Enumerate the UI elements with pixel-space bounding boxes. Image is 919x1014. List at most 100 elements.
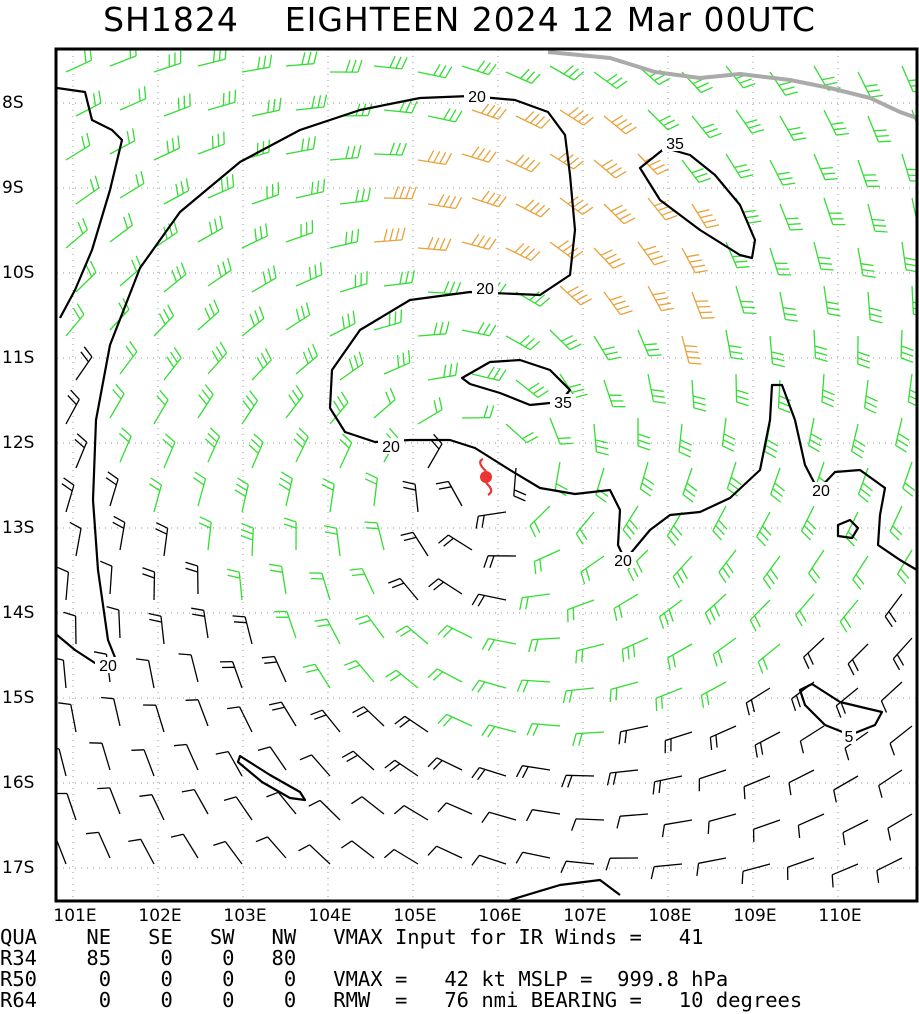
wind-barb — [593, 335, 622, 361]
wind-barb — [844, 731, 869, 761]
wind-barb — [163, 178, 190, 205]
wind-barb — [801, 505, 817, 541]
wind-barb — [251, 97, 282, 117]
wind-barb — [395, 625, 429, 645]
wind-barb — [561, 774, 595, 788]
wind-barb — [197, 215, 224, 243]
wind-barb — [515, 851, 551, 864]
wind-barb — [752, 819, 781, 842]
wind-barb — [647, 373, 667, 404]
wind-barb — [135, 658, 155, 689]
wind-barb — [900, 329, 914, 364]
lon-label: 108E — [648, 906, 692, 926]
lat-label: 15S — [2, 688, 35, 708]
wind-barb — [857, 335, 871, 369]
wind-barb — [339, 433, 353, 469]
wind-barb — [652, 775, 683, 795]
wind-barb — [471, 366, 507, 382]
contour-label: 20 — [812, 483, 830, 500]
wind-barb — [178, 653, 199, 683]
lon-label: 106E — [478, 906, 522, 926]
ir-table-row-r50: R50 0 0 0 0 VMAX = 42 kt MSLP = 999.8 hP… — [0, 967, 729, 991]
wind-barb — [364, 472, 378, 507]
wind-barb — [163, 93, 191, 117]
wind-barb — [884, 593, 903, 628]
tropical-cyclone-icon — [479, 457, 493, 496]
wind-barb — [329, 391, 349, 425]
wind-barb — [515, 379, 549, 398]
contour-labels: 20 20 20 35 35 20 20 20 5 — [95, 88, 856, 746]
wind-barb — [876, 857, 903, 883]
wind-barb — [616, 813, 649, 829]
wind-barb — [106, 605, 121, 639]
wind-barb — [637, 329, 662, 357]
wind-barb — [505, 334, 541, 351]
wind-barb — [417, 63, 453, 79]
wind-barb — [725, 241, 750, 269]
contour-5 — [798, 682, 884, 737]
wind-barb — [109, 128, 136, 155]
ir-table-header: QUA NE SE SW NW VMAX Input for IR Winds … — [0, 925, 704, 949]
wind-barb — [383, 270, 415, 287]
wind-barb — [637, 241, 667, 266]
wind-barb — [603, 115, 637, 135]
lat-label: 8S — [2, 93, 24, 113]
wind-barb — [681, 159, 712, 184]
wind-barb — [57, 566, 70, 601]
wind-barb — [797, 813, 825, 838]
wind-barb — [867, 203, 888, 233]
wind-barb — [85, 831, 111, 859]
wind-barb — [678, 423, 693, 458]
wind-barb — [863, 379, 878, 414]
wind-barb — [754, 731, 781, 758]
wind-barb — [769, 159, 796, 186]
wind-barb — [762, 555, 781, 590]
wind-barb — [667, 643, 693, 671]
wind-barb — [609, 681, 639, 703]
wind-barb — [232, 615, 253, 645]
wind-barb — [880, 681, 903, 713]
wind-barb — [298, 844, 331, 865]
wind-barb — [148, 477, 163, 513]
wind-barb — [696, 857, 727, 876]
lon-label: 103E — [223, 906, 267, 926]
wind-barb — [437, 802, 473, 815]
wind-barb — [549, 240, 584, 260]
wind-barb — [505, 68, 541, 84]
wind-barb — [681, 247, 708, 274]
wind-barb — [902, 461, 916, 497]
wind-barb — [57, 657, 67, 689]
contour-label: 20 — [476, 281, 494, 298]
wind-barb — [779, 115, 807, 141]
wind-barb — [437, 713, 473, 727]
wind-barb — [639, 461, 655, 497]
lat-label: 13S — [2, 518, 35, 538]
wind-barb — [427, 845, 463, 859]
wind-barb — [285, 220, 314, 243]
wind-barb — [385, 669, 419, 689]
wind-barb — [745, 687, 771, 716]
wind-barb — [213, 840, 243, 865]
wind-barb — [605, 857, 639, 871]
lat-label: 9S — [2, 178, 24, 198]
wind-barb — [461, 322, 497, 337]
wind-barb — [471, 102, 507, 120]
lat-label: 11S — [2, 348, 35, 368]
wind-barb — [309, 572, 331, 601]
wind-barb — [75, 260, 97, 293]
wind-barb — [857, 247, 876, 278]
contour-label: 20 — [99, 658, 117, 675]
wind-barb — [691, 203, 720, 229]
wind-barb — [119, 340, 138, 375]
wind-barb — [65, 50, 93, 73]
wind-barb — [483, 555, 517, 569]
wind-barb — [351, 796, 385, 815]
wind-barb — [251, 265, 277, 293]
wind-barb — [393, 805, 429, 821]
wind-barb — [428, 578, 463, 595]
wind-barb — [606, 769, 639, 786]
wind-barb — [112, 515, 126, 551]
wind-barb — [681, 335, 702, 365]
wind-barb — [295, 262, 323, 287]
wind-barb — [823, 197, 846, 226]
